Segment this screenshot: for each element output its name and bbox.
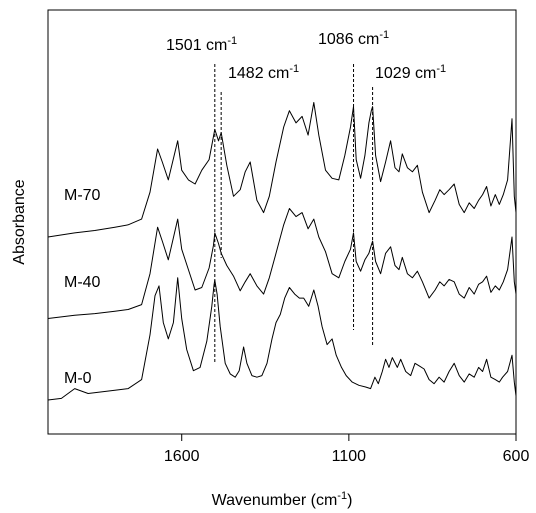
spectra-lines [47, 102, 517, 401]
reference-label-1482: 1482 cm-1 [228, 63, 299, 82]
reference-label-value: 1086 [318, 31, 354, 48]
x-axis-unit: cm [316, 492, 337, 509]
reference-label-unit-exp: -1 [289, 63, 299, 75]
reference-label-unit: cm [358, 31, 379, 48]
series-line-m-0 [47, 277, 517, 401]
reference-label-1029: 1029 cm-1 [375, 63, 446, 82]
x-tick-label-600: 600 [503, 448, 530, 465]
reference-label-unit: cm [206, 37, 227, 54]
reference-label-unit: cm [415, 65, 436, 82]
series-line-m-70 [47, 102, 517, 238]
x-axis-ticks: 1600 1100 600 [164, 434, 530, 465]
x-axis-label: Wavenumber (cm-1) [212, 490, 353, 509]
reference-label-unit-exp: -1 [436, 63, 446, 75]
x-axis-label-main: Wavenumber [212, 492, 307, 509]
series-labels: M-70 M-40 M-0 [64, 187, 101, 387]
reference-label-value: 1501 [166, 37, 202, 54]
y-axis-label: Absorbance [11, 179, 28, 264]
reference-label-value: 1482 [228, 65, 264, 82]
reference-label-1086: 1086 cm-1 [318, 29, 389, 48]
reference-label-1501: 1501 cm-1 [166, 35, 237, 54]
series-label-m-40: M-40 [64, 274, 101, 291]
x-tick-label-1100: 1100 [332, 448, 367, 465]
series-label-m-70: M-70 [64, 187, 101, 204]
plot-frame [47, 9, 517, 435]
series-label-m-0: M-0 [64, 370, 92, 387]
x-axis-unit-exp: -1 [337, 490, 347, 502]
reference-label-value: 1029 [375, 65, 411, 82]
reference-lines [214, 64, 374, 364]
series-line-m-40 [47, 208, 517, 319]
reference-label-unit: cm [268, 65, 289, 82]
x-tick-label-1600: 1600 [164, 448, 200, 465]
reference-label-unit-exp: -1 [379, 29, 389, 41]
reference-label-unit-exp: -1 [227, 35, 237, 47]
